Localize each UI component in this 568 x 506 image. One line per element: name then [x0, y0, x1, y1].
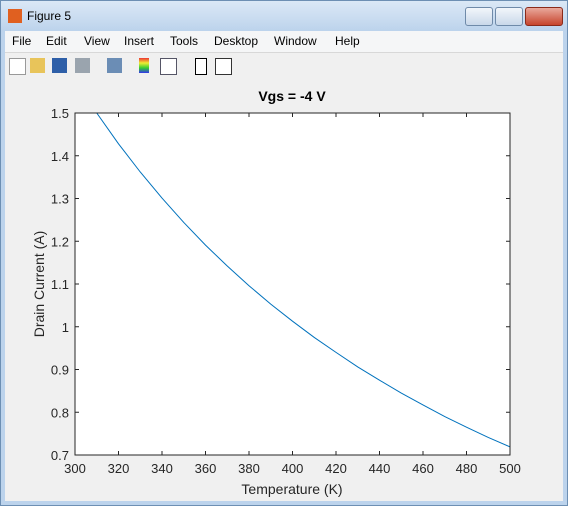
axes-box [74, 112, 511, 456]
edit-plot-button[interactable] [195, 58, 207, 75]
toolbar [5, 52, 563, 81]
y-tick-label: 1.1 [51, 277, 69, 292]
colorbar-button[interactable] [139, 58, 149, 73]
x-axis-label: Temperature (K) [241, 481, 342, 497]
title-bar: Figure 5 [1, 1, 567, 31]
minimize-button[interactable] [465, 7, 493, 26]
x-tick-label: 440 [369, 461, 391, 476]
legend-button[interactable] [160, 58, 177, 75]
y-axis-label: Drain Current (A) [31, 231, 47, 338]
menu-item[interactable]: Tools [170, 34, 199, 48]
window-title: Figure 5 [27, 9, 72, 23]
y-tick-label: 0.9 [51, 363, 69, 378]
open-button[interactable] [30, 58, 45, 73]
x-tick-label: 400 [282, 461, 304, 476]
x-tick-label: 420 [325, 461, 347, 476]
close-button[interactable] [525, 7, 563, 26]
menu-item[interactable]: File [12, 34, 32, 48]
y-tick-label: 0.7 [51, 448, 69, 463]
chart-title: Vgs = -4 V [258, 88, 326, 104]
x-tick-label: 300 [64, 461, 86, 476]
x-tick-label: 360 [195, 461, 217, 476]
x-tick-label: 380 [238, 461, 260, 476]
x-tick-label: 480 [456, 461, 478, 476]
menu-item[interactable]: Insert [124, 34, 155, 48]
menu-item[interactable]: Edit [46, 34, 67, 48]
save-button[interactable] [52, 58, 67, 73]
menu-bar: File Edit View Insert Tools Desktop Window Help [5, 31, 563, 52]
maximize-button[interactable] [495, 7, 523, 26]
y-tick-label: 1.3 [51, 192, 69, 207]
x-tick-label: 460 [412, 461, 434, 476]
data-line [96, 112, 511, 448]
app-icon [8, 9, 22, 23]
y-tick-label: 1 [62, 320, 69, 335]
plot-area [75, 113, 510, 455]
x-tick-label: 500 [499, 461, 521, 476]
property-editor-button[interactable] [215, 58, 232, 75]
x-tick-label: 320 [108, 461, 130, 476]
print-button[interactable] [75, 58, 90, 73]
link-button[interactable] [107, 58, 122, 73]
menu-item[interactable]: View [84, 34, 110, 48]
menu-item[interactable]: Desktop [214, 34, 259, 48]
x-tick-label: 340 [151, 461, 173, 476]
menu-item[interactable]: Window [274, 34, 317, 48]
y-tick-label: 1.4 [51, 149, 69, 164]
menu-item[interactable]: Help [335, 34, 360, 48]
new-button[interactable] [9, 58, 26, 75]
y-tick-label: 1.5 [51, 106, 69, 121]
y-tick-label: 1.2 [51, 234, 69, 249]
y-tick-label: 0.8 [51, 405, 69, 420]
